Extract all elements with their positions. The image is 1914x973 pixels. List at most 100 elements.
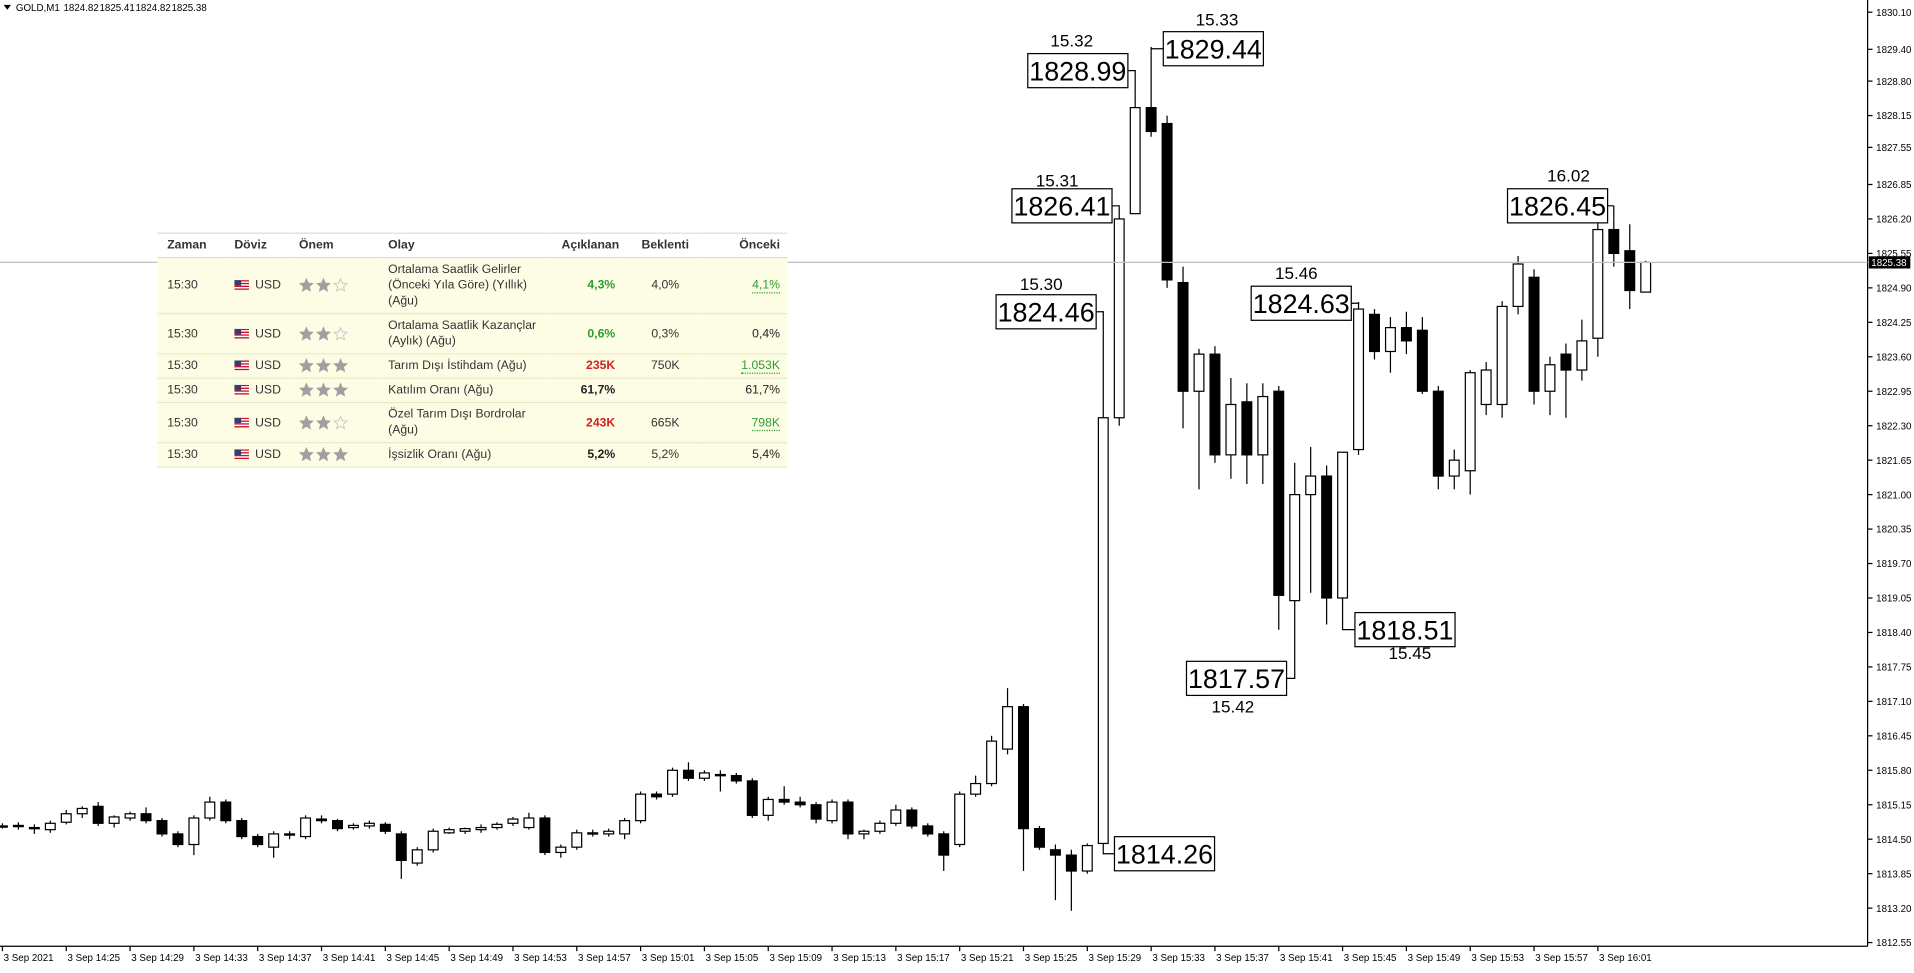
currency: USD bbox=[255, 359, 281, 372]
candle-body bbox=[1066, 855, 1076, 871]
header-low: 1824.82 bbox=[135, 3, 170, 14]
x-tick-label: 3 Sep 15:17 bbox=[897, 953, 950, 964]
candle-body bbox=[189, 818, 199, 845]
column-header: Beklenti bbox=[623, 233, 699, 257]
candle-body bbox=[1019, 707, 1029, 829]
y-tick-label: 1817.75 bbox=[1876, 663, 1912, 674]
y-tick-label: 1827.55 bbox=[1876, 143, 1912, 154]
flag-stripe bbox=[234, 424, 249, 425]
header-row: ZamanDövizÖnemOlayAçıklananBeklentiÖncek… bbox=[157, 233, 787, 257]
star-filled bbox=[300, 279, 313, 291]
candle-body bbox=[380, 824, 390, 831]
candle-body bbox=[747, 781, 757, 815]
candle-body bbox=[939, 834, 949, 855]
candle-body bbox=[77, 808, 87, 813]
chart: GOLD,M1 1830.101829.401828.801828.151827… bbox=[0, 0, 1914, 967]
candle-body bbox=[811, 805, 821, 819]
previous: 4,1% bbox=[698, 258, 787, 314]
candle-body bbox=[301, 818, 311, 837]
time: 15:30 bbox=[157, 378, 224, 402]
candle-body bbox=[476, 828, 486, 830]
candle-body bbox=[61, 814, 71, 822]
candle-body bbox=[253, 837, 263, 845]
annotation-time: 16.02 bbox=[1547, 166, 1590, 185]
candle-body bbox=[1035, 829, 1045, 848]
candle-body bbox=[1338, 452, 1348, 598]
currency-cell: USD bbox=[225, 403, 290, 443]
time: 15:30 bbox=[157, 354, 224, 378]
currency-cell: USD bbox=[225, 258, 290, 314]
column-header: Önceki bbox=[698, 233, 787, 257]
candle-body bbox=[173, 834, 183, 845]
calendar-row: 15:30USDTarım Dışı İstihdam (Ağu)235K750… bbox=[157, 354, 787, 378]
annotation-price: 1824.63 bbox=[1253, 289, 1350, 319]
candle-body bbox=[1258, 397, 1268, 455]
flag-stripe bbox=[234, 392, 249, 393]
y-tick-label: 1821.65 bbox=[1876, 456, 1912, 467]
candle-body bbox=[795, 802, 805, 805]
currency-cell: USD bbox=[225, 378, 290, 402]
candle-body bbox=[1051, 850, 1061, 855]
flag bbox=[234, 449, 249, 459]
annotation-time: 15.32 bbox=[1050, 31, 1093, 50]
y-tick-label: 1819.70 bbox=[1876, 559, 1912, 570]
flag bbox=[234, 328, 249, 338]
flag-stripe bbox=[234, 287, 249, 288]
candle-body bbox=[1449, 460, 1459, 476]
candle-body bbox=[1306, 476, 1316, 495]
flag bbox=[234, 385, 249, 395]
candle-body bbox=[1481, 370, 1491, 404]
candle-body bbox=[731, 776, 741, 781]
forecast: 665K bbox=[623, 403, 699, 443]
candle-body bbox=[141, 814, 151, 821]
candle-body bbox=[1545, 365, 1555, 392]
candle-body bbox=[827, 802, 837, 821]
previous: 0,4% bbox=[698, 314, 787, 354]
x-tick-label: 3 Sep 14:53 bbox=[514, 953, 567, 964]
y-tick-label: 1822.30 bbox=[1876, 421, 1912, 432]
x-tick-label: 3 Sep 15:05 bbox=[706, 953, 759, 964]
x-tick-label: 3 Sep 14:29 bbox=[131, 953, 184, 964]
candle-body bbox=[1226, 404, 1236, 454]
candle-body bbox=[29, 828, 39, 829]
calendar-table: ZamanDövizÖnemOlayAçıklananBeklentiÖncek… bbox=[157, 233, 787, 468]
currency-cell: USD bbox=[225, 314, 290, 354]
star-filled bbox=[334, 360, 347, 372]
currency: USD bbox=[255, 448, 281, 461]
previous-value: 798K bbox=[751, 416, 780, 431]
economic-calendar: ZamanDövizÖnemOlayAçıklananBeklentiÖncek… bbox=[157, 233, 787, 468]
candle-body bbox=[1322, 476, 1332, 598]
previous: 61,7% bbox=[698, 378, 787, 402]
event: Tarım Dışı İstihdam (Ağu) bbox=[378, 354, 551, 378]
event: Ortalama Saatlik Gelirler (Önceki Yıla G… bbox=[378, 258, 551, 314]
importance-cell bbox=[289, 403, 378, 443]
star-empty bbox=[334, 327, 347, 339]
previous: 1.053K bbox=[698, 354, 787, 378]
candle-body bbox=[1210, 354, 1220, 455]
x-tick-label: 3 Sep 14:37 bbox=[259, 953, 312, 964]
candle-body bbox=[444, 830, 454, 833]
candle-body bbox=[779, 799, 789, 802]
actual: 61,7% bbox=[552, 378, 623, 402]
candle-body bbox=[317, 819, 327, 821]
y-tick-label: 1828.15 bbox=[1876, 111, 1912, 122]
candle-body bbox=[1641, 262, 1651, 292]
x-tick-label: 3 Sep 15:25 bbox=[1025, 953, 1078, 964]
flag bbox=[234, 417, 249, 427]
star-empty bbox=[334, 279, 347, 291]
candle-body bbox=[524, 818, 534, 828]
forecast: 4,0% bbox=[623, 258, 699, 314]
candle-body bbox=[237, 821, 247, 837]
importance-cell bbox=[289, 314, 378, 354]
star-filled bbox=[317, 449, 330, 461]
candle-body bbox=[333, 821, 343, 829]
flag-stripe bbox=[234, 393, 249, 394]
currency-cell: USD bbox=[225, 443, 290, 467]
candle-body bbox=[93, 806, 103, 823]
column-header: Önem bbox=[289, 233, 378, 257]
candle-body bbox=[859, 831, 869, 834]
candle-body bbox=[349, 825, 359, 827]
y-tick-label: 1813.20 bbox=[1876, 904, 1912, 915]
header-close: 1825.38 bbox=[172, 3, 207, 14]
candle-body bbox=[109, 817, 119, 823]
